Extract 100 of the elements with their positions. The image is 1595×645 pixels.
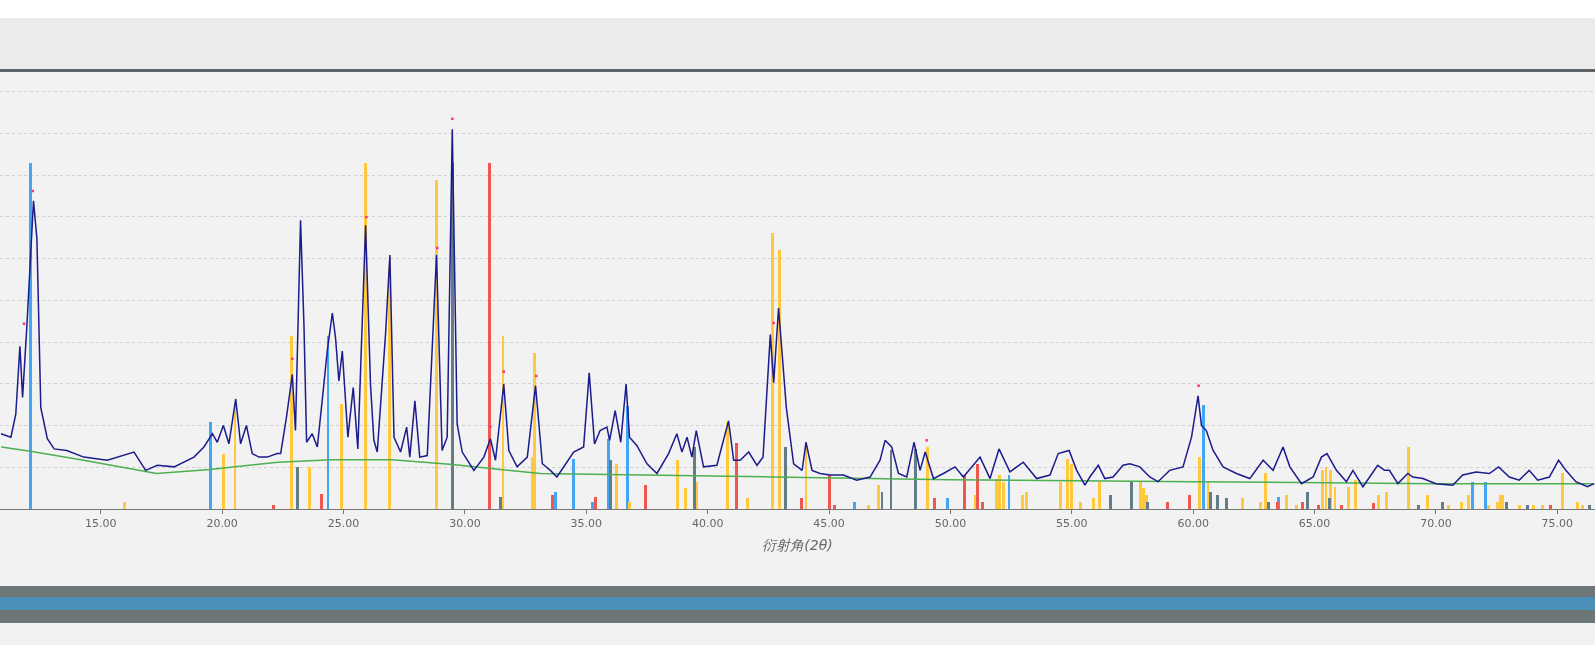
bar	[209, 422, 212, 509]
x-axis-title: 衍射角(2θ)	[762, 536, 833, 553]
bar	[340, 404, 343, 509]
point	[489, 425, 492, 428]
bar	[1146, 502, 1149, 509]
x-tick-label: 35.00	[570, 517, 603, 531]
bar	[1576, 502, 1579, 509]
bar	[1340, 505, 1343, 509]
bar	[890, 450, 892, 509]
bar	[1588, 505, 1591, 509]
point	[22, 322, 26, 325]
bar	[1021, 495, 1024, 509]
point	[535, 374, 538, 378]
bar	[926, 447, 929, 509]
bar	[1354, 480, 1357, 509]
bar	[800, 498, 803, 509]
bar	[1487, 505, 1490, 509]
bar	[771, 233, 774, 509]
bar	[1259, 502, 1262, 509]
point	[925, 439, 928, 442]
bar	[1092, 498, 1095, 509]
bar	[615, 464, 618, 509]
bar	[1541, 505, 1544, 509]
bar	[296, 467, 299, 509]
point	[365, 215, 368, 219]
bar	[726, 422, 729, 509]
bar	[572, 459, 575, 509]
bar	[1202, 405, 1205, 509]
bar	[1347, 487, 1350, 509]
bar	[499, 497, 502, 509]
bar	[644, 485, 647, 509]
bar	[1532, 505, 1535, 509]
x-tick-label: 15.00	[85, 517, 117, 531]
x-tick-label: 55.00	[1056, 517, 1088, 531]
bar	[1581, 505, 1584, 509]
bar	[833, 505, 836, 509]
x-tick-label: 75.00	[1541, 517, 1574, 531]
bar	[1295, 505, 1298, 509]
bar	[1325, 467, 1327, 509]
bar	[1321, 470, 1324, 509]
bar	[533, 353, 536, 509]
bar	[778, 250, 781, 509]
bar	[1549, 505, 1552, 509]
point	[1197, 384, 1200, 387]
x-tick-label: 65.00	[1298, 517, 1331, 531]
bar	[1518, 505, 1521, 509]
bar	[746, 498, 749, 509]
bar	[1130, 482, 1133, 509]
bar	[981, 502, 984, 509]
bar	[1285, 495, 1288, 509]
bar	[995, 479, 998, 509]
bar	[1198, 457, 1201, 509]
bar	[327, 336, 329, 509]
bar	[1059, 482, 1062, 509]
bar	[1526, 505, 1529, 509]
bar	[998, 475, 1001, 509]
bar	[1317, 505, 1320, 509]
bar	[1447, 505, 1450, 509]
bar	[1417, 505, 1420, 509]
x-tick-label: 40.00	[691, 517, 724, 531]
bar	[1225, 498, 1228, 509]
bar	[1460, 502, 1463, 509]
bar	[1066, 459, 1069, 509]
bar	[1372, 503, 1375, 509]
bar	[1385, 492, 1388, 509]
bar	[1079, 502, 1082, 509]
bar	[1441, 502, 1444, 509]
bar	[933, 498, 936, 509]
bar	[1471, 482, 1474, 509]
bar	[881, 492, 883, 509]
bar	[1109, 495, 1112, 509]
bar	[290, 336, 293, 509]
bar	[828, 475, 831, 509]
bar	[1306, 492, 1309, 509]
bar	[1467, 495, 1470, 509]
bar	[502, 336, 504, 509]
bar	[1207, 482, 1209, 509]
x-tick-label: 70.00	[1420, 517, 1452, 531]
bar	[853, 502, 856, 509]
bar	[1264, 473, 1267, 509]
bar	[867, 505, 870, 509]
point	[502, 370, 505, 373]
bar	[1166, 502, 1169, 509]
bar	[1267, 502, 1270, 509]
bar	[1484, 482, 1487, 509]
bar	[594, 497, 597, 509]
bar	[488, 163, 491, 509]
bar	[1216, 495, 1219, 509]
bar	[1301, 502, 1304, 509]
bar	[1426, 495, 1429, 509]
bar	[1008, 475, 1010, 509]
point	[451, 117, 454, 121]
bar	[1328, 498, 1331, 509]
bar	[29, 163, 32, 509]
bar	[1098, 482, 1101, 509]
bar	[1276, 502, 1279, 509]
bar	[1209, 492, 1212, 509]
bar	[609, 460, 612, 509]
x-tick-label: 30.00	[449, 517, 481, 531]
bar	[1334, 487, 1336, 509]
